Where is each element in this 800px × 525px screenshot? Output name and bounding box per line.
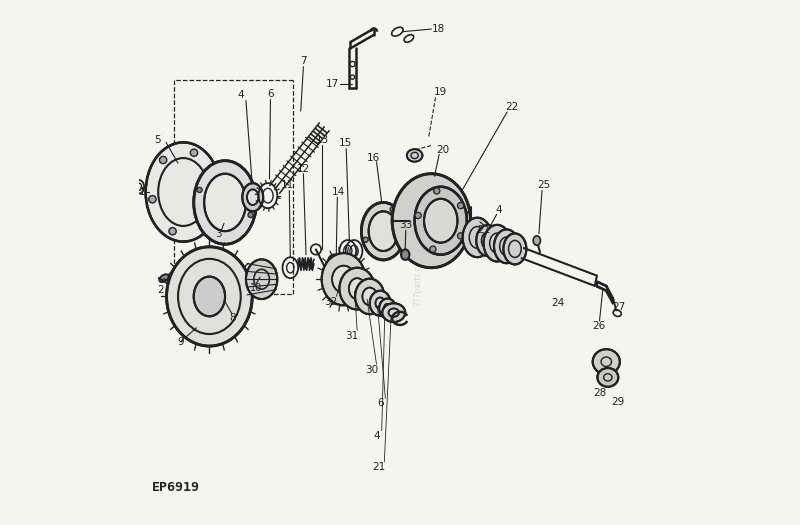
Ellipse shape bbox=[190, 149, 198, 156]
Text: 1: 1 bbox=[139, 187, 146, 197]
Text: 2: 2 bbox=[158, 285, 164, 295]
Ellipse shape bbox=[462, 218, 492, 257]
Ellipse shape bbox=[322, 253, 366, 306]
Ellipse shape bbox=[415, 212, 422, 218]
Ellipse shape bbox=[146, 142, 221, 242]
Text: 10: 10 bbox=[250, 282, 262, 292]
Ellipse shape bbox=[246, 259, 278, 299]
Ellipse shape bbox=[370, 291, 390, 316]
Ellipse shape bbox=[369, 212, 398, 251]
Ellipse shape bbox=[503, 234, 526, 265]
Ellipse shape bbox=[494, 229, 519, 263]
Ellipse shape bbox=[247, 190, 258, 205]
Ellipse shape bbox=[533, 236, 541, 245]
Ellipse shape bbox=[248, 187, 253, 193]
Text: 28: 28 bbox=[593, 388, 606, 398]
Ellipse shape bbox=[355, 279, 384, 314]
Ellipse shape bbox=[476, 225, 499, 256]
Ellipse shape bbox=[458, 203, 464, 209]
Ellipse shape bbox=[379, 299, 396, 318]
Text: 11: 11 bbox=[281, 180, 294, 190]
Text: 6: 6 bbox=[267, 89, 274, 99]
Ellipse shape bbox=[434, 188, 440, 194]
Text: 17: 17 bbox=[326, 79, 338, 89]
Text: 4: 4 bbox=[373, 431, 380, 441]
Text: 25: 25 bbox=[537, 180, 550, 190]
Ellipse shape bbox=[200, 220, 207, 228]
Ellipse shape bbox=[483, 225, 510, 261]
Ellipse shape bbox=[390, 207, 395, 212]
Ellipse shape bbox=[401, 249, 410, 260]
Text: 30: 30 bbox=[365, 364, 378, 374]
Ellipse shape bbox=[169, 228, 176, 235]
Text: 7: 7 bbox=[300, 57, 306, 67]
Ellipse shape bbox=[363, 237, 368, 243]
Ellipse shape bbox=[362, 288, 377, 306]
Ellipse shape bbox=[375, 298, 385, 309]
Text: EP6919: EP6919 bbox=[152, 480, 200, 493]
Ellipse shape bbox=[593, 349, 620, 374]
Text: 16: 16 bbox=[367, 153, 381, 163]
Ellipse shape bbox=[414, 187, 467, 255]
Ellipse shape bbox=[389, 309, 399, 317]
Ellipse shape bbox=[392, 174, 470, 268]
Ellipse shape bbox=[210, 181, 218, 188]
Ellipse shape bbox=[194, 161, 256, 244]
Ellipse shape bbox=[384, 304, 391, 313]
Text: 6: 6 bbox=[377, 398, 383, 408]
Text: 15: 15 bbox=[338, 139, 352, 149]
Ellipse shape bbox=[406, 149, 422, 162]
Ellipse shape bbox=[362, 203, 406, 260]
Text: 13: 13 bbox=[316, 135, 330, 145]
Ellipse shape bbox=[339, 268, 375, 310]
Text: 21: 21 bbox=[477, 225, 490, 235]
Ellipse shape bbox=[149, 196, 156, 203]
Ellipse shape bbox=[248, 212, 253, 217]
Ellipse shape bbox=[204, 174, 246, 231]
Text: 12: 12 bbox=[297, 163, 310, 173]
Text: 20: 20 bbox=[436, 145, 450, 155]
Ellipse shape bbox=[194, 277, 225, 316]
Text: 4: 4 bbox=[238, 90, 244, 100]
Ellipse shape bbox=[382, 303, 406, 322]
Text: 32: 32 bbox=[325, 297, 338, 307]
Text: 14: 14 bbox=[332, 187, 346, 197]
Text: 5: 5 bbox=[154, 135, 161, 145]
Ellipse shape bbox=[242, 183, 263, 212]
Ellipse shape bbox=[458, 233, 464, 239]
Text: 3: 3 bbox=[215, 229, 222, 239]
Text: 4: 4 bbox=[496, 205, 502, 215]
Ellipse shape bbox=[197, 187, 202, 193]
Text: 31: 31 bbox=[346, 331, 358, 341]
Ellipse shape bbox=[159, 274, 169, 282]
Text: 26: 26 bbox=[592, 321, 605, 331]
Text: 27: 27 bbox=[613, 302, 626, 312]
Text: 9: 9 bbox=[178, 337, 184, 347]
Text: 21: 21 bbox=[373, 462, 386, 472]
Text: 24: 24 bbox=[551, 298, 564, 308]
Ellipse shape bbox=[424, 199, 458, 243]
Ellipse shape bbox=[166, 247, 252, 346]
Ellipse shape bbox=[159, 156, 166, 164]
Ellipse shape bbox=[349, 278, 366, 299]
Text: 29: 29 bbox=[612, 397, 625, 407]
Text: 18: 18 bbox=[431, 24, 445, 34]
Text: 19: 19 bbox=[434, 87, 447, 97]
Ellipse shape bbox=[398, 237, 403, 243]
Text: 33: 33 bbox=[400, 220, 413, 230]
Ellipse shape bbox=[430, 246, 436, 253]
Text: 8: 8 bbox=[230, 313, 236, 323]
Text: 777parts.co: 777parts.co bbox=[414, 260, 422, 306]
Text: 22: 22 bbox=[506, 102, 519, 112]
Ellipse shape bbox=[332, 266, 355, 293]
Ellipse shape bbox=[598, 368, 618, 387]
